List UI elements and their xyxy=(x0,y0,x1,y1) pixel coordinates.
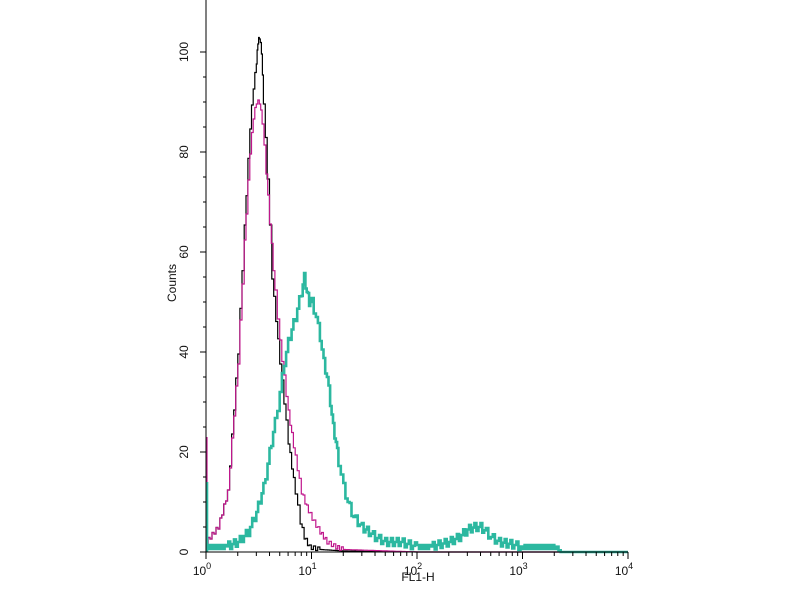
x-axis-title: FL1-H xyxy=(401,570,434,584)
y-tick-label: 100 xyxy=(177,42,191,62)
series-layer xyxy=(205,36,628,554)
x-tick-label: 100 xyxy=(193,561,211,578)
y-ticks: 0 20 40 60 80 100 xyxy=(177,42,206,555)
y-tick-label: 0 xyxy=(177,548,191,555)
series-line xyxy=(206,271,628,554)
x-tick-label: 102 xyxy=(404,561,422,578)
y-tick-label: 60 xyxy=(177,245,191,259)
x-tick-label: 101 xyxy=(298,561,316,578)
x-ticks: 100 101 102 103 104 xyxy=(193,552,633,578)
y-tick-label: 20 xyxy=(177,445,191,459)
y-tick-label: 80 xyxy=(177,145,191,159)
y-tick-label: 40 xyxy=(177,345,191,359)
axes: 0 20 40 60 80 100 100 101 102 103 104 xyxy=(177,0,633,578)
series-line xyxy=(206,36,628,553)
x-tick-label: 104 xyxy=(615,561,633,578)
series-line xyxy=(206,99,628,553)
x-tick-label: 103 xyxy=(509,561,527,578)
y-axis-title: Counts xyxy=(165,264,179,302)
